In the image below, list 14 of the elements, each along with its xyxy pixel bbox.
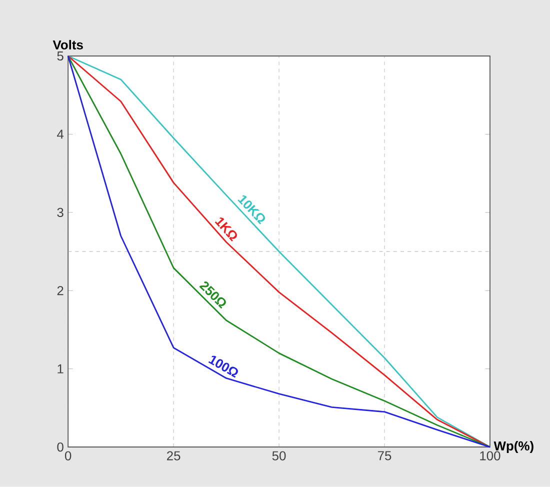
x-tick-label: 0 (64, 451, 72, 460)
y-tick-label: 1 (58, 364, 64, 374)
y-tick-label: 0 (57, 442, 64, 452)
y-tick-label: 4 (57, 130, 64, 139)
y-axis-title: Volts (52, 40, 83, 50)
x-tick-label: 50 (272, 451, 286, 460)
y-tick-label: 3 (57, 208, 64, 218)
y-tick-label: 2 (57, 286, 64, 296)
x-tick-label: 100 (480, 451, 500, 460)
y-tick-label: 5 (57, 52, 64, 61)
x-tick-label: 25 (166, 451, 180, 460)
line-series (67, 55, 491, 448)
x-tick-label: 75 (378, 451, 392, 460)
x-axis-title: Wp(%) (494, 441, 534, 454)
